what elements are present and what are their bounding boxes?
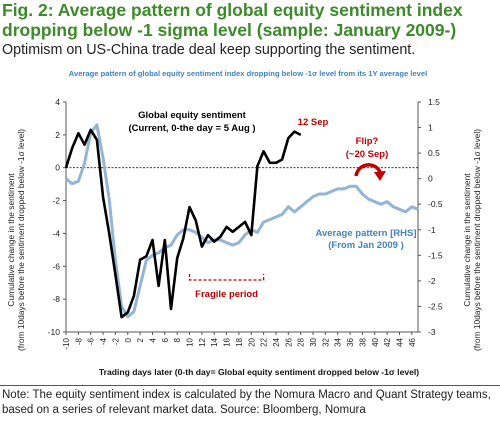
x-tick-label: 46	[408, 337, 417, 346]
flip-date-label: (~20 Sep)	[346, 149, 389, 160]
source-note: Note: The equity sentiment index is calc…	[2, 389, 491, 416]
y-left-tick-label: -4	[52, 228, 60, 238]
latest-date-label: 12 Sep	[298, 117, 329, 128]
sentiment-chart: Average pattern of global equity sentime…	[6, 69, 482, 377]
y-right-tick-label: 1	[428, 123, 433, 133]
chart-title: Average pattern of global equity sentime…	[69, 69, 427, 78]
fragile-period-bracket	[188, 274, 265, 281]
x-tick-label: 40	[371, 337, 380, 346]
chart-axes: 420-2-4-6-8-101.510.50-0.5-1-1.5-2-2.5-3…	[48, 97, 443, 350]
note-divider	[0, 385, 500, 386]
x-tick-label: 10	[186, 337, 195, 346]
y-left-tick-label: 2	[55, 130, 60, 140]
x-tick-label: 42	[383, 337, 392, 346]
x-tick-label: 16	[223, 337, 232, 346]
figure-subtitle: Optimism on US-China trade deal keep sup…	[2, 42, 416, 58]
x-axis-label: Trading days later (0-th day= Global equ…	[99, 367, 419, 377]
x-tick-label: -10	[62, 337, 71, 349]
x-tick-label: 36	[346, 337, 355, 346]
x-tick-label: 18	[235, 337, 244, 346]
x-tick-label: 6	[161, 337, 170, 342]
y-axis-left-label-line1: Cumulative change in the sentiment	[6, 173, 16, 307]
current-sentiment-line	[64, 128, 302, 319]
x-tick-label: -8	[74, 337, 83, 345]
current-series-title: Global equity sentiment	[138, 110, 247, 121]
flip-arrow-head-icon	[374, 171, 386, 181]
x-tick-label: 12	[198, 337, 207, 346]
series-layer	[64, 123, 419, 319]
y-right-tick-label: -3	[428, 327, 436, 337]
x-tick-label: 8	[173, 337, 182, 342]
y-left-tick-label: 4	[55, 97, 60, 107]
y-left-tick-label: -2	[52, 196, 60, 206]
y-axis-right-label-line2: (from 10days before the sentiment droppe…	[472, 129, 482, 351]
x-tick-label: 44	[395, 337, 404, 346]
x-tick-label: 14	[210, 337, 219, 346]
x-tick-label: 24	[272, 337, 281, 346]
figure-title: Fig. 2: Average pattern of global equity…	[2, 0, 463, 40]
y-right-tick-label: -1	[428, 225, 436, 235]
x-tick-label: 0	[124, 337, 133, 342]
y-axis-right-label-line1: Cumulative change in the sentiment	[462, 173, 472, 307]
flip-label: Flip?	[356, 136, 379, 147]
y-right-tick-label: -2.5	[428, 301, 443, 311]
average-series-title: Average pattern [RHS]	[315, 228, 416, 239]
x-tick-label: 22	[260, 337, 269, 346]
x-tick-label: 2	[136, 337, 145, 342]
y-right-tick-label: -0.5	[428, 199, 443, 209]
x-tick-label: -6	[87, 337, 96, 345]
x-tick-label: 26	[284, 337, 293, 346]
y-right-tick-label: 1.5	[428, 97, 440, 107]
x-tick-label: -4	[99, 337, 108, 345]
x-tick-label: 4	[148, 337, 157, 342]
x-tick-label: 28	[297, 337, 306, 346]
x-tick-label: 32	[321, 337, 330, 346]
x-tick-label: 30	[309, 337, 318, 346]
y-left-tick-label: 0	[55, 163, 60, 173]
fragile-period-label: Fragile period	[195, 289, 258, 300]
flip-arrow-icon	[354, 163, 382, 177]
y-right-tick-label: 0.5	[428, 148, 440, 158]
y-axis-left-label-line2: (from 10days before the sentiment droppe…	[16, 129, 26, 351]
x-tick-label: -2	[111, 337, 120, 345]
x-tick-label: 20	[247, 337, 256, 346]
x-tick-label: 34	[334, 337, 343, 346]
average-pattern-line	[65, 123, 419, 319]
current-series-subtitle: (Current, 0-the day = 5 Aug )	[128, 123, 255, 134]
y-left-tick-label: -10	[48, 327, 61, 337]
y-left-tick-label: -6	[52, 261, 60, 271]
y-right-tick-label: -2	[428, 276, 436, 286]
y-left-tick-label: -8	[52, 294, 60, 304]
y-right-tick-label: 0	[428, 174, 433, 184]
y-right-tick-label: -1.5	[428, 250, 443, 260]
average-series-subtitle: (From Jan 2009 )	[328, 240, 404, 251]
x-tick-label: 38	[358, 337, 367, 346]
